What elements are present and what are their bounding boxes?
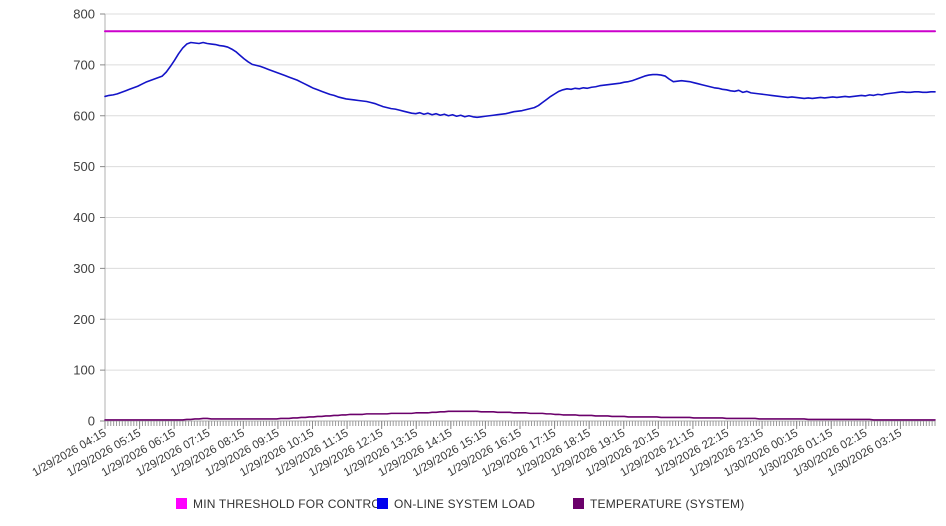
chart-legend: MIN THRESHOLD FOR CONTROL ON-LINE SYSTEM …: [176, 497, 744, 511]
x-axis-labels: 1/29/2026 04:151/29/2026 05:151/29/2026 …: [30, 427, 903, 479]
y-tick-label: 800: [73, 7, 95, 22]
y-tick-label: 300: [73, 261, 95, 276]
x-axis-ticks: [104, 421, 936, 429]
legend-label: MIN THRESHOLD FOR CONTROL: [193, 497, 388, 511]
legend-swatch: [573, 498, 584, 509]
y-tick-label: 0: [88, 414, 95, 429]
y-tick-label: 700: [73, 57, 95, 72]
legend-label: TEMPERATURE (SYSTEM): [590, 497, 744, 511]
series-layer: [104, 30, 936, 421]
series-line-1: [104, 41, 936, 119]
y-tick-label: 200: [73, 312, 95, 327]
legend-label: ON-LINE SYSTEM LOAD: [394, 497, 535, 511]
grid-layer: [104, 13, 935, 422]
series-line-2: [104, 410, 936, 421]
y-tick-label: 100: [73, 363, 95, 378]
y-tick-label: 600: [73, 108, 95, 123]
legend-swatch: [377, 498, 388, 509]
y-axis-ticks: 0 100 200 300 400 500 600 700 800: [73, 7, 105, 429]
y-tick-label: 400: [73, 210, 95, 225]
y-tick-label: 500: [73, 159, 95, 174]
legend-swatch: [176, 498, 187, 509]
